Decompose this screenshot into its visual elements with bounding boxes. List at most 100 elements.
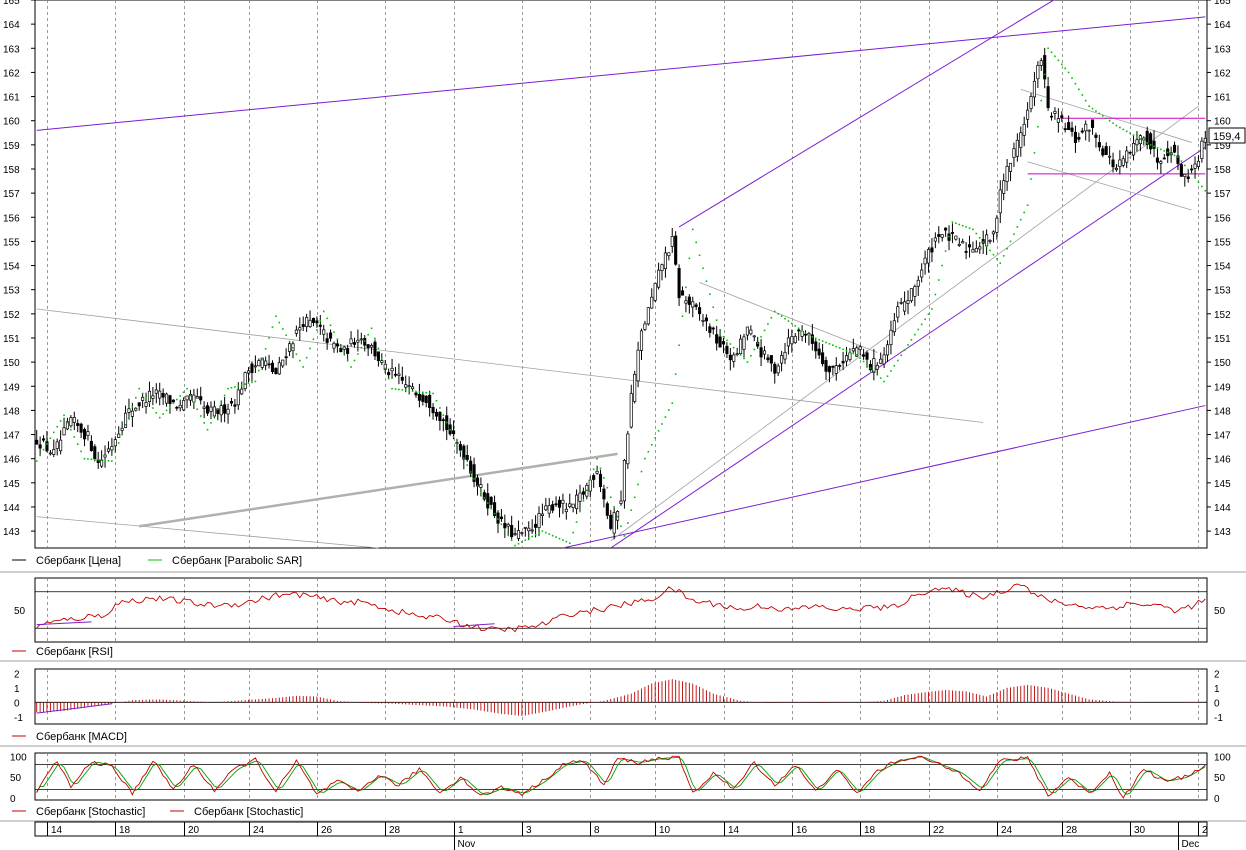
parabolic-sar <box>35 47 1207 547</box>
candle-body <box>113 439 117 447</box>
candle-body <box>1101 148 1105 156</box>
candle-body <box>834 365 838 374</box>
sar-dot <box>835 345 838 348</box>
sar-dot <box>1101 115 1104 117</box>
y-tick-label-right: 163 <box>1214 44 1231 55</box>
candle-body <box>424 395 428 403</box>
candle-body <box>383 363 387 370</box>
candle-body <box>1077 136 1081 140</box>
y-tick-label-left: 165 <box>3 0 20 7</box>
candle-body <box>923 257 927 265</box>
sar-dot <box>148 402 151 404</box>
sar-dot <box>1054 55 1056 58</box>
sar-dot <box>1146 142 1149 144</box>
sar-dot <box>445 421 448 424</box>
candle-body <box>421 394 425 402</box>
sar-dot <box>972 228 974 231</box>
sar-dot <box>80 450 82 453</box>
candle-body <box>619 500 623 504</box>
candle-body <box>762 350 767 355</box>
candle-body <box>93 446 97 460</box>
sar-dot <box>316 329 318 331</box>
sar-dot <box>1156 147 1159 149</box>
sar-dot <box>722 335 725 338</box>
sar-dot <box>275 315 277 318</box>
sar-dot <box>230 386 233 389</box>
sar-dot <box>329 324 332 327</box>
candle-body <box>889 329 893 345</box>
candle-body <box>957 243 961 246</box>
candle-body <box>1043 55 1047 80</box>
x-tick-label: 14 <box>728 825 740 836</box>
sar-dot <box>633 496 636 499</box>
candle-body <box>571 503 575 508</box>
candle-body <box>182 399 186 411</box>
candle-body <box>1073 131 1077 143</box>
sar-dot <box>982 241 984 243</box>
candle-body <box>48 452 52 455</box>
candle-body <box>1032 80 1036 98</box>
candle-body <box>663 252 667 269</box>
y-tick-label-right: 148 <box>1214 406 1231 417</box>
sar-dot <box>500 523 503 526</box>
candle-body <box>892 320 896 333</box>
sar-dot <box>213 415 216 417</box>
candle-body <box>868 364 872 371</box>
candle-body <box>199 396 203 401</box>
candle-body <box>493 502 497 516</box>
trendline-purple <box>610 146 1206 549</box>
y-tick-label-left: 157 <box>3 189 20 200</box>
y-tick-label-left: 162 <box>3 68 20 79</box>
candle-body <box>1053 110 1057 114</box>
sar-dot <box>695 241 697 244</box>
candle-body <box>605 503 609 516</box>
candle-body <box>930 247 934 253</box>
sar-dot <box>268 337 270 339</box>
sar-dot <box>538 532 540 534</box>
sar-dot <box>575 521 578 523</box>
sar-dot <box>527 537 530 540</box>
grid <box>47 0 1199 800</box>
sar-dot <box>627 522 629 524</box>
sar-dot <box>206 428 209 431</box>
sar-dot <box>1142 140 1145 142</box>
sar-dot <box>514 544 516 547</box>
candle-body <box>472 464 476 482</box>
sar-dot <box>76 443 79 445</box>
sar-dot <box>985 245 988 248</box>
sar-dot <box>1088 105 1090 108</box>
sar-dot <box>1026 204 1029 206</box>
trendline-gray_thin <box>699 282 878 353</box>
x-tick-label: 8 <box>594 825 600 836</box>
candle-body <box>684 300 688 304</box>
candle-body <box>229 401 234 404</box>
x-tick-label: 26 <box>321 825 333 836</box>
candle-body <box>916 279 920 287</box>
candle-body <box>704 317 708 322</box>
sar-dot <box>603 477 605 479</box>
candle-body <box>680 290 685 296</box>
candle-body <box>510 525 514 538</box>
candle-body <box>120 427 124 431</box>
sar-dot <box>199 415 202 417</box>
candle-body <box>1090 119 1095 128</box>
candle-body <box>89 440 93 452</box>
stoch-k-line <box>36 755 1206 799</box>
x-tick-label: 20 <box>188 825 200 836</box>
candle-body <box>41 438 46 441</box>
candle-body <box>185 395 189 401</box>
candle-body <box>745 326 749 336</box>
candle-body <box>971 249 975 253</box>
sar-dot <box>124 424 127 426</box>
y-tick-label-right: 157 <box>1214 189 1231 200</box>
sar-dot <box>606 486 609 489</box>
candle-body <box>277 362 281 375</box>
month-label: Dec <box>1182 839 1200 850</box>
candle-body <box>233 404 237 407</box>
candle-body <box>677 268 681 299</box>
candle-body <box>59 439 63 452</box>
candle-body <box>1118 159 1122 168</box>
sar-dot <box>1047 47 1049 50</box>
candle-body <box>236 389 240 406</box>
candle-body <box>1036 65 1040 80</box>
